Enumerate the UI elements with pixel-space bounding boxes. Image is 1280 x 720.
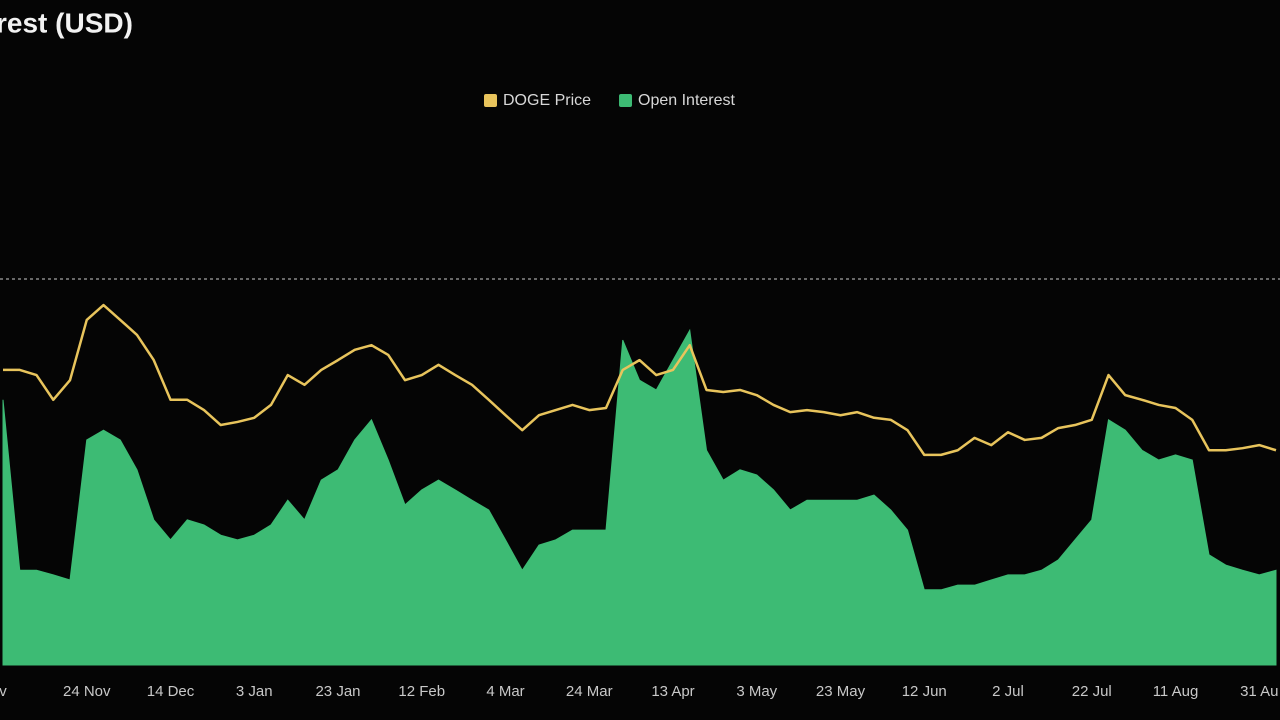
legend-swatch [484, 94, 497, 107]
x-tick-label: 22 Jul [1072, 683, 1112, 700]
chart-title: rest (USD) [0, 7, 133, 38]
x-tick-label: 11 Aug [1153, 683, 1199, 700]
legend-label: DOGE Price [503, 92, 591, 109]
open-interest-area [2, 328, 1277, 666]
price-line [3, 303, 1277, 457]
x-tick-label: 24 Mar [566, 683, 613, 700]
legend-swatch [619, 94, 633, 107]
x-tick-label: 23 Jan [315, 683, 360, 700]
x-tick-label: v [0, 683, 7, 700]
x-tick-label: 12 Jun [902, 683, 947, 700]
x-axis: v 24 Nov 14 Dec 3 Jan 23 Jan 12 Feb 4 Mar 24 Ma… [0, 683, 1278, 700]
x-tick-label: 23 May [816, 683, 866, 700]
x-tick-label: 13 Apr [651, 683, 694, 700]
x-tick-label: 31 Au [1240, 683, 1278, 700]
x-tick-label: 3 Jan [236, 683, 273, 700]
plot-area [2, 303, 1277, 666]
x-tick-label: 2 Jul [992, 683, 1024, 700]
x-tick-label: 24 Nov [63, 683, 111, 700]
x-tick-label: 3 May [736, 683, 777, 700]
legend-label: Open Interest [638, 92, 736, 109]
x-tick-label: 12 Feb [398, 683, 445, 700]
x-tick-label: 14 Dec [147, 683, 195, 700]
x-tick-label: 4 Mar [486, 683, 524, 700]
legend: DOGE Price Open Interest [484, 92, 736, 109]
